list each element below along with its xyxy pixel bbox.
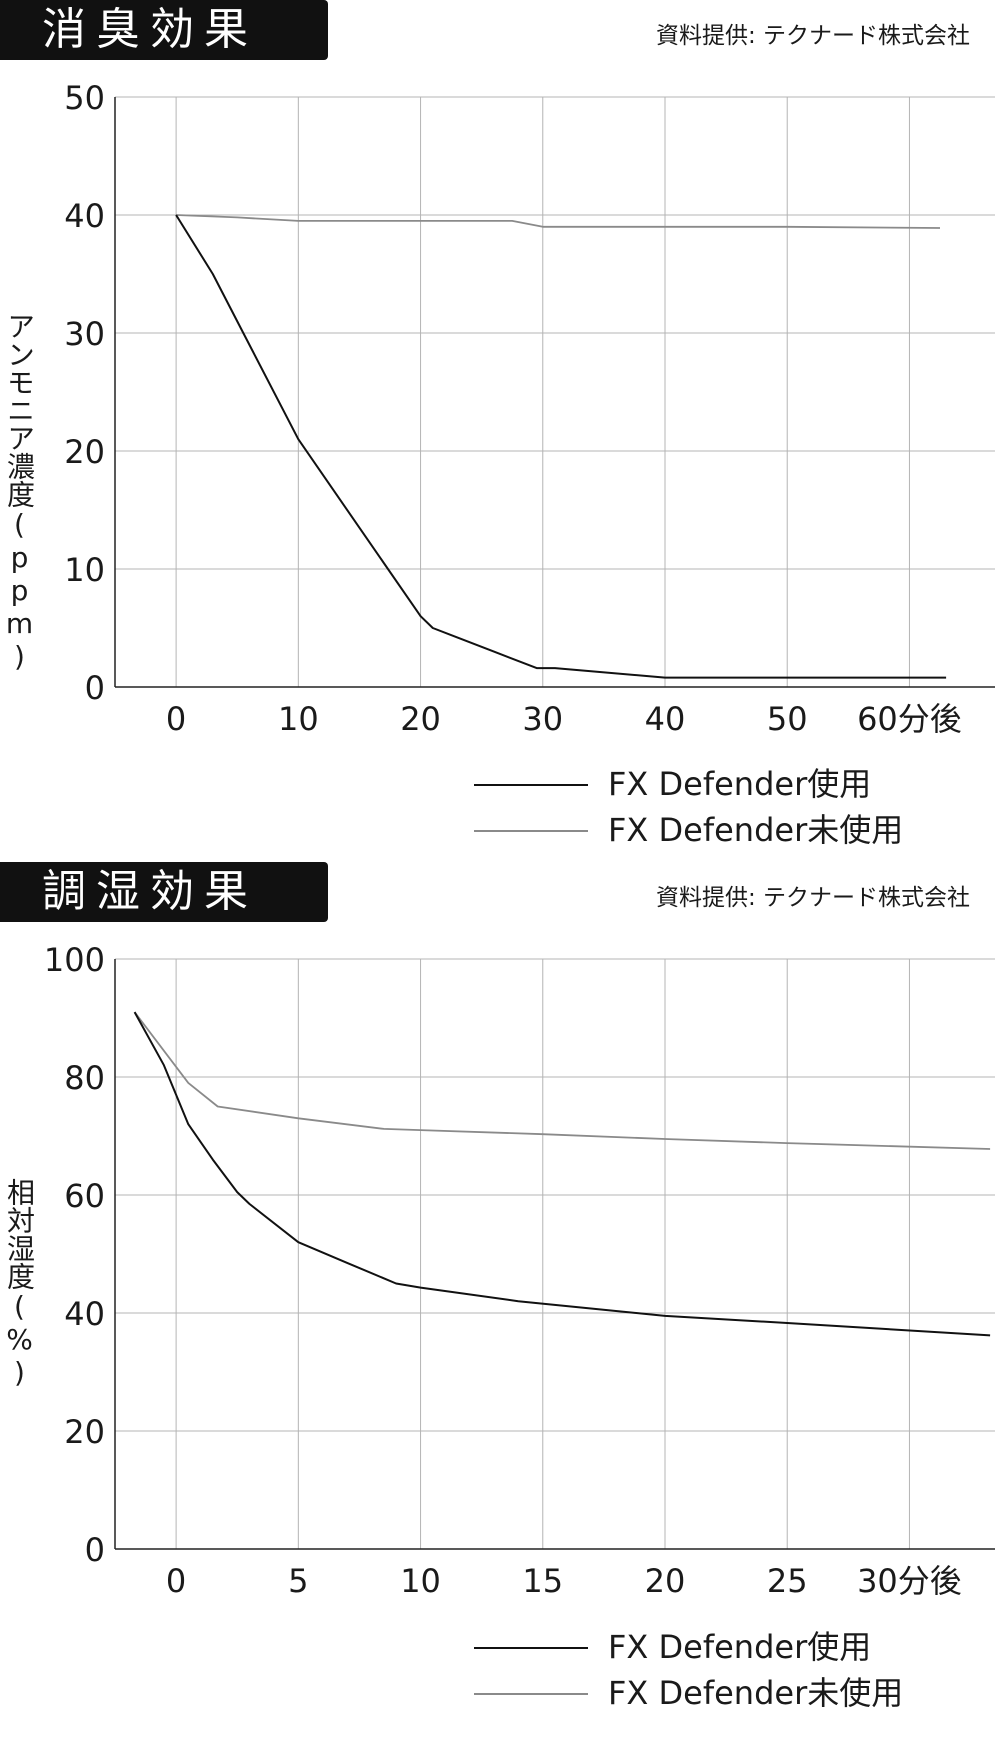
chart-panel-deodorize: 消臭効果 資料提供: テクナード株式会社 アンモニア濃度(ppm) 0 10 20 3… (0, 0, 996, 860)
x-tick-label: 40 (645, 700, 686, 738)
legend-line-used (474, 784, 588, 786)
legend-label: FX Defender未使用 (608, 811, 904, 849)
legend: FX Defender使用 FX Defender未使用 (474, 1625, 974, 1717)
legend-item: FX Defender未使用 (474, 808, 974, 854)
x-tick-label: 0 (166, 1562, 186, 1600)
legend-label: FX Defender未使用 (608, 1674, 904, 1712)
y-tick-label: 10 (64, 551, 105, 589)
legend-label: FX Defender使用 (608, 765, 872, 803)
series-line-unused (176, 214, 941, 229)
x-tick-label: 0 (166, 700, 186, 738)
legend: FX Defender使用 FX Defender未使用 (474, 762, 974, 854)
y-axis-label: 相対湿度(%) (3, 1178, 36, 1389)
legend-item: FX Defender未使用 (474, 1671, 974, 1717)
x-tick-label: 10 (400, 1562, 441, 1600)
x-tick-label: 25 (767, 1562, 808, 1600)
legend-item: FX Defender使用 (474, 762, 974, 808)
y-tick-label: 20 (64, 1413, 105, 1451)
chart-source: 資料提供: テクナード株式会社 (655, 23, 970, 49)
y-tick-label: 80 (64, 1059, 105, 1097)
x-tick-label: 50 (767, 700, 808, 738)
series-line-unused (133, 1011, 991, 1150)
legend-line-used (474, 1647, 588, 1649)
series-line-used (175, 214, 947, 679)
line-plot: 0 20 40 60 80 100 0 5 10 15 20 25 30分後 (44, 941, 995, 1600)
y-tick-label: 100 (44, 941, 105, 979)
y-tick-label: 40 (64, 1295, 105, 1333)
x-tick-label: 60分後 (857, 700, 962, 738)
y-tick-label: 40 (64, 197, 105, 235)
series-line-used (133, 1011, 991, 1337)
legend-item: FX Defender使用 (474, 1625, 974, 1671)
legend-line-unused (474, 1693, 588, 1695)
x-tick-label: 20 (645, 1562, 686, 1600)
y-tick-label: 20 (64, 433, 105, 471)
x-tick-label: 5 (288, 1562, 308, 1600)
x-tick-label: 30 (522, 700, 563, 738)
chart-title: 調湿効果 (0, 862, 328, 922)
y-axis-label: アンモニア濃度(ppm) (3, 312, 36, 673)
y-tick-label: 0 (85, 1531, 105, 1569)
legend-label: FX Defender使用 (608, 1628, 872, 1666)
legend-line-unused (474, 830, 588, 832)
chart-panel-humidity: 調湿効果 資料提供: テクナード株式会社 相対湿度(%) 0 20 40 60 80 10… (0, 862, 996, 1749)
y-tick-label: 0 (85, 669, 105, 707)
x-tick-label: 15 (522, 1562, 563, 1600)
y-tick-label: 50 (64, 79, 105, 117)
y-tick-label: 30 (64, 315, 105, 353)
y-tick-label: 60 (64, 1177, 105, 1215)
x-tick-label: 20 (400, 700, 441, 738)
x-tick-label: 30分後 (857, 1562, 962, 1600)
chart-title: 消臭効果 (0, 0, 328, 60)
line-plot: 0 10 20 30 40 50 0 10 20 30 40 50 60分後 (64, 79, 995, 738)
chart-source: 資料提供: テクナード株式会社 (655, 885, 970, 911)
x-tick-label: 10 (278, 700, 319, 738)
